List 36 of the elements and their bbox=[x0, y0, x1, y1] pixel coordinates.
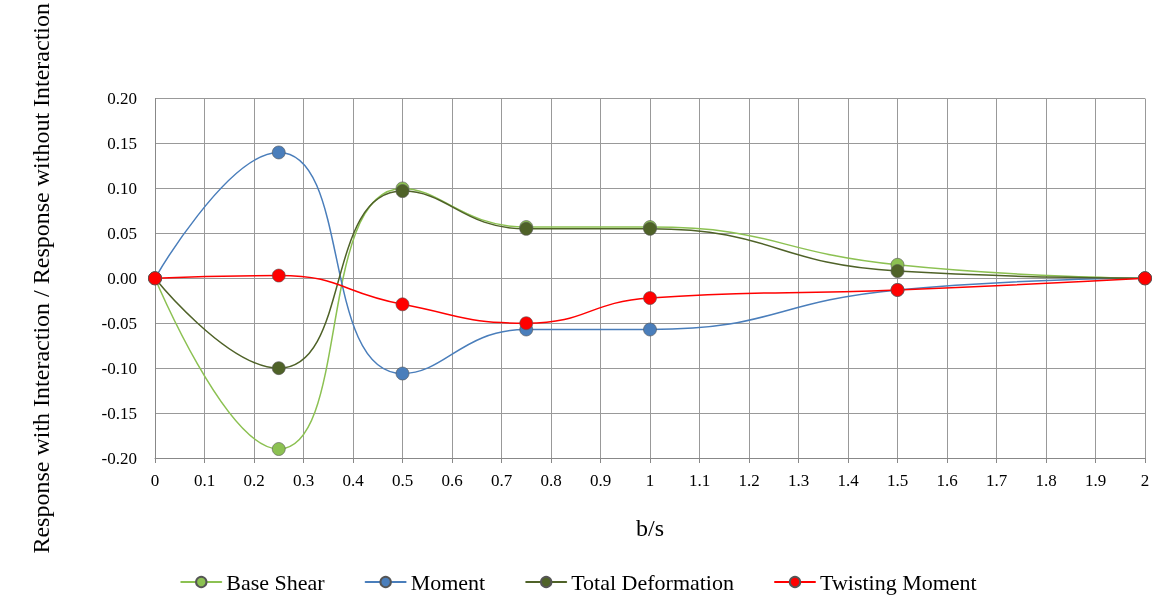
y-tick-label: 0.20 bbox=[107, 89, 137, 109]
x-tick-label: 1.8 bbox=[1035, 471, 1057, 490]
legend-label: Moment bbox=[410, 569, 486, 595]
x-tick-label: 2 bbox=[1140, 471, 1150, 490]
x-tick-label: 0.6 bbox=[441, 471, 463, 490]
x-axis-title: b/s bbox=[635, 515, 665, 541]
x-tick-label: 1.2 bbox=[738, 471, 760, 490]
x-tick-label: 0.7 bbox=[490, 471, 513, 490]
y-tick-label: -0.05 bbox=[101, 313, 137, 333]
x-tick-label: 1.4 bbox=[837, 471, 860, 490]
y-tick-label: 0.15 bbox=[107, 133, 137, 153]
x-tick-label: 0.2 bbox=[243, 471, 265, 490]
x-tick-label: 0.5 bbox=[391, 471, 414, 490]
x-tick-label: 0.4 bbox=[342, 471, 365, 490]
x-tick-label: 0 bbox=[150, 471, 160, 490]
x-tick-label: 1.7 bbox=[985, 471, 1008, 490]
x-tick-label: 1.6 bbox=[936, 471, 958, 490]
x-tick-label: 0.3 bbox=[292, 471, 315, 490]
legend-label: Twisting Moment bbox=[819, 569, 977, 595]
y-axis-title: Response with Interaction / Response without Interaction bbox=[28, 3, 54, 554]
x-tick-label: 1.3 bbox=[787, 471, 810, 490]
y-tick-label: 0.00 bbox=[107, 268, 137, 288]
y-tick-label: 0.05 bbox=[107, 223, 137, 243]
x-tick-label: 0.8 bbox=[540, 471, 562, 490]
x-tick-label: 1.1 bbox=[688, 471, 711, 490]
legend-label: Base Shear bbox=[226, 569, 326, 595]
x-tick-label: 1.9 bbox=[1084, 471, 1107, 490]
x-tick-label: 1.5 bbox=[886, 471, 909, 490]
y-tick-label: -0.15 bbox=[101, 403, 137, 423]
y-tick-label: -0.20 bbox=[101, 448, 137, 468]
y-tick-label: -0.10 bbox=[101, 358, 137, 378]
x-tick-label: 0.1 bbox=[193, 471, 216, 490]
x-tick-label: 1 bbox=[645, 471, 655, 490]
legend-label: Total Deformation bbox=[571, 569, 734, 595]
x-tick-label: 0.9 bbox=[589, 471, 612, 490]
y-tick-label: 0.10 bbox=[107, 178, 137, 198]
